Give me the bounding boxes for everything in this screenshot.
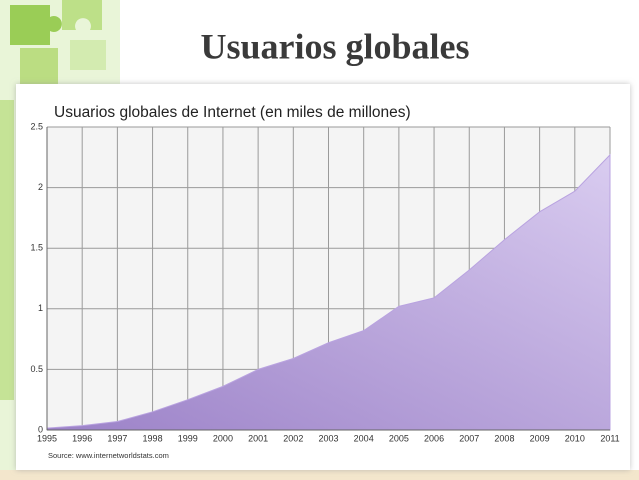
y-tick-label: 2.5: [30, 121, 43, 131]
x-tick-label: 2007: [459, 433, 479, 443]
y-tick-label: 1: [38, 303, 43, 313]
y-tick-label: 2: [38, 182, 43, 192]
x-tick-label: 2010: [565, 433, 585, 443]
x-tick-label: 2009: [530, 433, 550, 443]
x-tick-label: 2002: [283, 433, 303, 443]
x-tick-label: 2000: [213, 433, 233, 443]
x-tick-label: 2004: [354, 433, 374, 443]
area: [46, 153, 611, 431]
x-tick-label: 1995: [37, 433, 57, 443]
slide-title: Usuarios globales: [200, 26, 469, 66]
x-tick-label: 1997: [107, 433, 127, 443]
chart-title: Usuarios globales de Internet (en miles …: [54, 104, 411, 121]
x-tick-label: 1999: [178, 433, 198, 443]
x-tick-label: 2005: [389, 433, 409, 443]
y-tick-label: 0: [38, 424, 43, 434]
x-tick-label: 2006: [424, 433, 444, 443]
y-tick-label: 0.5: [30, 364, 43, 374]
plot: 0 0.5 1 1.5 2 2.5 1995 1996 1997 1998 1999 2000 2001…: [30, 121, 619, 443]
x-tick-label: 2003: [318, 433, 338, 443]
x-tick-label: 1998: [143, 433, 163, 443]
x-tick-label: 2011: [600, 433, 619, 443]
x-tick-label: 2001: [248, 433, 268, 443]
source-note: Source: www.internetworldstats.com: [48, 451, 169, 460]
x-tick-label: 2008: [494, 433, 514, 443]
x-tick-label: 1996: [72, 433, 92, 443]
y-tick-label: 1.5: [30, 243, 43, 253]
